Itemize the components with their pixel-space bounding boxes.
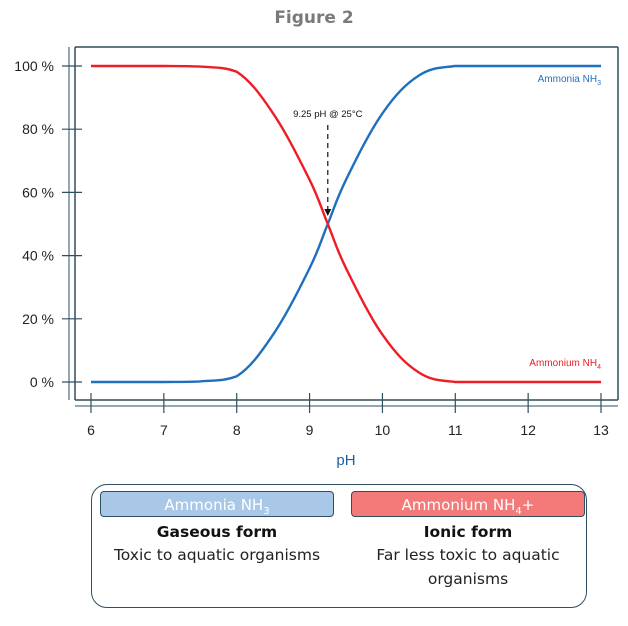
y-tick-label: 20 %: [22, 311, 54, 327]
figure-title: Figure 2: [274, 8, 354, 28]
x-tick-label: 10: [375, 422, 391, 438]
y-tick-label: 80 %: [22, 121, 54, 137]
ammonium-badge: Ammonium NH4+: [351, 491, 585, 517]
x-tick-label: 9: [306, 422, 314, 438]
ammonia-curve: [91, 64, 601, 384]
annotation-arrow-head: [324, 209, 332, 216]
y-tick-label: 60 %: [22, 184, 54, 200]
legend-ammonium: Ammonium NH4+ Ionic form Far less toxic …: [351, 491, 585, 591]
x-tick-label: 11: [448, 422, 463, 438]
y-tick-label: 0 %: [30, 374, 54, 390]
ammonia-heading: Gaseous form: [156, 523, 278, 541]
ammonium-series-label: Ammonium NH4: [529, 358, 601, 371]
x-tick-label: 7: [160, 422, 168, 438]
x-tick-label: 8: [233, 422, 241, 438]
ammonia-description: Toxic to aquatic organisms: [113, 546, 321, 564]
x-tick-label: 12: [520, 422, 536, 438]
ammonium-heading: Ionic form: [423, 523, 513, 541]
ammonium-badge-sub: 4: [515, 506, 522, 517]
x-tick-label: 6: [87, 422, 95, 438]
ammonia-series-label: Ammonia NH3: [538, 74, 601, 87]
ammonia-badge: Ammonia NH3: [100, 491, 334, 517]
ammonia-badge-sub: 3: [263, 506, 270, 517]
legend-box: Ammonia NH3 Gaseous form Toxic to aquati…: [91, 484, 587, 608]
y-tick-label: 40 %: [22, 248, 54, 264]
x-tick-label: 13: [593, 422, 609, 438]
annotation-label: 9.25 pH @ 25°C: [293, 109, 363, 120]
ammonium-curve: [91, 64, 601, 384]
y-tick-label: 100 %: [14, 58, 54, 74]
ammonium-badge-suffix: +: [521, 496, 535, 514]
ammonium-description: Far less toxic to aquatic organisms: [376, 546, 560, 588]
ammonium-badge-label: Ammonium NH: [401, 496, 516, 514]
ph-ammonia-chart: 0 % 20 % 40 % 60 % 80 % 100 % 6 7 8 9 10 11 12 13 pH Am…: [14, 46, 619, 469]
ammonia-badge-label: Ammonia NH: [164, 496, 264, 514]
legend-ammonia: Ammonia NH3 Gaseous form Toxic to aquati…: [100, 491, 334, 567]
x-axis-label: pH: [336, 452, 355, 469]
